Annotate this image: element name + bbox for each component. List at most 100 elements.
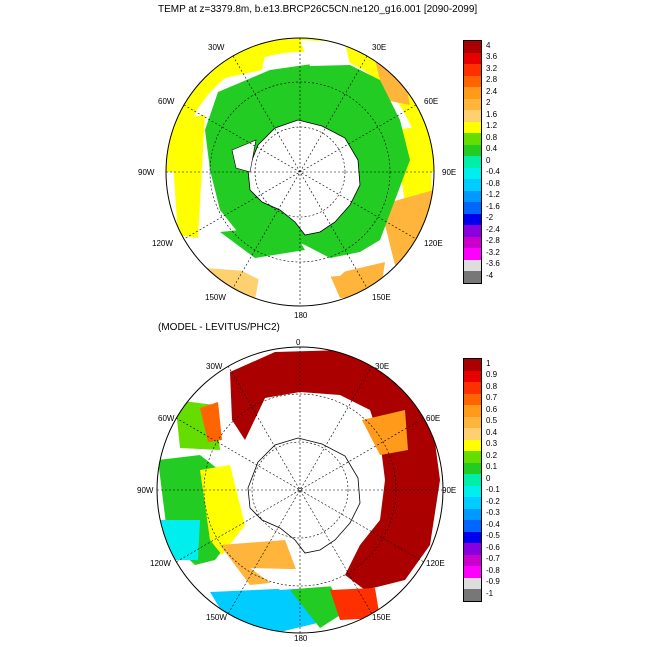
lon-label: 30W bbox=[208, 43, 225, 52]
colorbar-cell bbox=[464, 41, 481, 53]
antarctica-coastline bbox=[247, 119, 361, 236]
colorbar-tick-label: 0.4 bbox=[486, 144, 498, 154]
colorbar-cell bbox=[464, 248, 481, 260]
colorbar-cell bbox=[464, 497, 481, 509]
colorbar-cell bbox=[464, 520, 481, 532]
top-map-title: TEMP at z=3379.8m, b.e13.BRCP26C5CN.ne12… bbox=[158, 4, 478, 15]
colorbar-cell bbox=[464, 121, 481, 133]
colorbar-tick-label: -1.6 bbox=[486, 201, 500, 211]
colorbar-tick-label: 4 bbox=[486, 40, 491, 50]
lon-label: 120W bbox=[150, 559, 171, 568]
colorbar-cell bbox=[464, 428, 481, 440]
colorbar-cell bbox=[464, 439, 481, 451]
colorbar-cell bbox=[464, 271, 481, 283]
lon-label: 120E bbox=[426, 559, 445, 568]
colorbar-cell bbox=[464, 462, 481, 474]
colorbar-cell bbox=[464, 75, 481, 87]
colorbar-tick-label: 0.7 bbox=[486, 393, 498, 403]
colorbar-cell bbox=[464, 474, 481, 486]
lon-label: 120W bbox=[152, 239, 173, 248]
colorbar-cell bbox=[464, 144, 481, 156]
colorbar-cell bbox=[464, 179, 481, 191]
colorbar-tick-label: 0.3 bbox=[486, 439, 498, 449]
colorbar-cell bbox=[464, 382, 481, 394]
colorbar-tick-label: -0.3 bbox=[486, 508, 500, 518]
top-colorbar bbox=[463, 40, 482, 284]
lon-label: 30E bbox=[375, 362, 389, 371]
colorbar-cell bbox=[464, 370, 481, 382]
colorbar-tick-label: -0.4 bbox=[486, 167, 500, 177]
bottom-map-border bbox=[156, 346, 444, 634]
colorbar-tick-label: -2.8 bbox=[486, 236, 500, 246]
colorbar-tick-label: 0.4 bbox=[486, 427, 498, 437]
colorbar-tick-label: 0.8 bbox=[486, 381, 498, 391]
colorbar-tick-label: 2 bbox=[486, 98, 491, 108]
colorbar-cell bbox=[464, 393, 481, 405]
colorbar-tick-label: 0 bbox=[486, 155, 491, 165]
colorbar-cell bbox=[464, 225, 481, 237]
bottom-colorbar bbox=[463, 358, 482, 602]
lon-label: 90W bbox=[138, 168, 155, 177]
colorbar-tick-label: -0.1 bbox=[486, 485, 500, 495]
colorbar-tick-label: 0 bbox=[486, 473, 491, 483]
colorbar-tick-label: 0.9 bbox=[486, 370, 498, 380]
colorbar-tick-label: 3.6 bbox=[486, 52, 498, 62]
colorbar-cell bbox=[464, 416, 481, 428]
lon-label: 30W bbox=[206, 362, 223, 371]
colorbar-cell bbox=[464, 156, 481, 168]
lon-label: 90E bbox=[442, 486, 456, 495]
colorbar-tick-label: -0.5 bbox=[486, 531, 500, 541]
antarctica-coastline bbox=[247, 437, 361, 554]
colorbar-tick-label: -0.8 bbox=[486, 178, 500, 188]
colorbar-tick-label: -1.2 bbox=[486, 190, 500, 200]
colorbar-tick-label: 1.2 bbox=[486, 121, 498, 131]
colorbar-tick-label: -1 bbox=[486, 588, 494, 598]
colorbar-cell bbox=[464, 213, 481, 225]
colorbar-cell bbox=[464, 531, 481, 543]
colorbar-cell bbox=[464, 577, 481, 589]
colorbar-tick-label: 0.6 bbox=[486, 404, 498, 414]
colorbar-tick-label: 0.2 bbox=[486, 450, 498, 460]
colorbar-cell bbox=[464, 87, 481, 99]
colorbar-tick-label: -4 bbox=[486, 270, 494, 280]
colorbar-cell bbox=[464, 110, 481, 122]
colorbar-cell bbox=[464, 566, 481, 578]
lon-label: 60E bbox=[424, 97, 438, 106]
colorbar-tick-label: 2.8 bbox=[486, 75, 498, 85]
colorbar-cell bbox=[464, 405, 481, 417]
colorbar-cell bbox=[464, 98, 481, 110]
colorbar-tick-label: 1 bbox=[486, 358, 491, 368]
colorbar-tick-label: -0.8 bbox=[486, 565, 500, 575]
colorbar-tick-label: 1.6 bbox=[486, 109, 498, 119]
lon-label: 90E bbox=[442, 168, 456, 177]
colorbar-tick-label: 0.1 bbox=[486, 462, 498, 472]
colorbar-cell bbox=[464, 64, 481, 76]
lon-label: 0 bbox=[296, 338, 301, 347]
bottom-polar-map: 0 30W 30E 60W 60E 90W 90E 120W 120E 150W… bbox=[137, 338, 456, 643]
colorbar-tick-label: -2.4 bbox=[486, 224, 500, 234]
lon-label: 30E bbox=[372, 43, 386, 52]
colorbar-cell bbox=[464, 133, 481, 145]
colorbar-tick-label: 0.5 bbox=[486, 416, 498, 426]
lon-label: 90W bbox=[137, 486, 154, 495]
colorbar-cell bbox=[464, 359, 481, 371]
colorbar-tick-label: 3.2 bbox=[486, 63, 498, 73]
colorbar-cell bbox=[464, 589, 481, 601]
lon-label: 150E bbox=[372, 293, 391, 302]
bottom-map-title: (MODEL - LEVITUS/PHC2) bbox=[158, 322, 280, 333]
colorbar-cell bbox=[464, 485, 481, 497]
lon-label: 60E bbox=[426, 414, 440, 423]
colorbar-tick-label: -0.9 bbox=[486, 577, 500, 587]
colorbar-cell bbox=[464, 190, 481, 202]
lon-label: 150W bbox=[205, 293, 226, 302]
colorbar-tick-label: 0.8 bbox=[486, 132, 498, 142]
top-map-border bbox=[165, 37, 435, 307]
lon-label: 60W bbox=[158, 414, 175, 423]
colorbar-tick-label: -3.6 bbox=[486, 259, 500, 269]
colorbar-cell bbox=[464, 167, 481, 179]
lon-label: 120E bbox=[424, 239, 443, 248]
colorbar-tick-label: 2.4 bbox=[486, 86, 498, 96]
colorbar-cell bbox=[464, 236, 481, 248]
colorbar-tick-label: -0.2 bbox=[486, 496, 500, 506]
